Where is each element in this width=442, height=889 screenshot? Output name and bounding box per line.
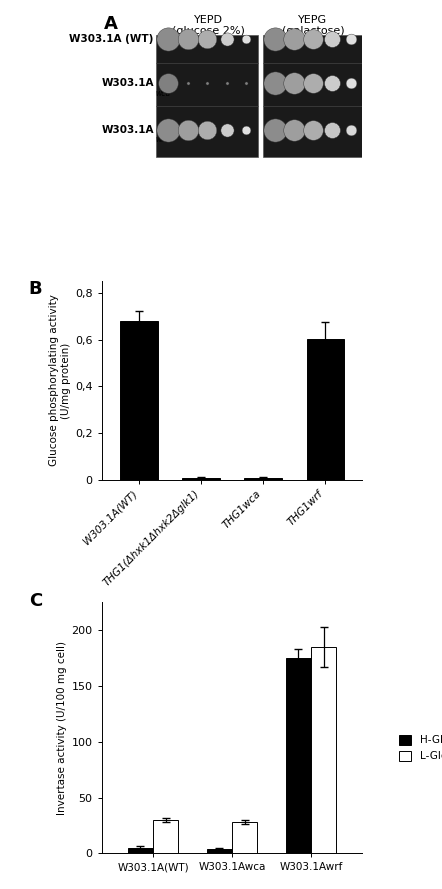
Text: wrf: wrf: [155, 135, 167, 144]
Text: W303.1A (WT): W303.1A (WT): [69, 35, 154, 44]
Point: [271, 123, 278, 137]
Legend: H-Glc, L-Glc: H-Glc, L-Glc: [399, 734, 442, 762]
Text: W303.1A: W303.1A: [101, 78, 154, 88]
Bar: [153, 820, 178, 853]
Bar: [307, 339, 344, 480]
Bar: [311, 647, 336, 853]
Point: [243, 76, 250, 90]
Bar: [183, 477, 220, 480]
Point: [271, 76, 278, 90]
Point: [223, 76, 230, 90]
Point: [328, 76, 335, 90]
Point: [204, 32, 211, 46]
Bar: [263, 36, 362, 157]
Point: [309, 76, 316, 90]
Point: [223, 123, 230, 137]
Bar: [156, 36, 258, 157]
Bar: [207, 849, 232, 853]
Point: [184, 123, 191, 137]
Bar: [120, 321, 157, 480]
Point: [328, 123, 335, 137]
Point: [290, 76, 297, 90]
Text: C: C: [29, 592, 42, 611]
Point: [271, 32, 278, 46]
Point: [164, 32, 171, 46]
Point: [347, 123, 354, 137]
Point: [243, 32, 250, 46]
Point: [290, 123, 297, 137]
Point: [204, 76, 211, 90]
Point: [223, 32, 230, 46]
Bar: [286, 658, 311, 853]
Text: YEPD
(glucose 2%): YEPD (glucose 2%): [172, 15, 245, 36]
Point: [164, 76, 171, 90]
Point: [204, 123, 211, 137]
Text: W303.1A: W303.1A: [101, 124, 154, 134]
Bar: [128, 848, 153, 853]
Point: [184, 76, 191, 90]
Text: A: A: [104, 15, 118, 33]
Y-axis label: Glucose phosphorylating activity
(U/mg protein): Glucose phosphorylating activity (U/mg p…: [49, 294, 71, 467]
Point: [309, 32, 316, 46]
Bar: [244, 477, 282, 480]
Point: [328, 32, 335, 46]
Bar: [232, 822, 257, 853]
Point: [290, 32, 297, 46]
Text: B: B: [29, 279, 42, 298]
Point: [243, 123, 250, 137]
Y-axis label: Invertase activity (U/100 mg cell): Invertase activity (U/100 mg cell): [57, 641, 67, 815]
Point: [347, 76, 354, 90]
Point: [164, 123, 171, 137]
Point: [309, 123, 316, 137]
Point: [347, 32, 354, 46]
Point: [184, 32, 191, 46]
Text: YEPG
(galactose): YEPG (galactose): [282, 15, 344, 36]
Text: wca: wca: [155, 89, 170, 98]
